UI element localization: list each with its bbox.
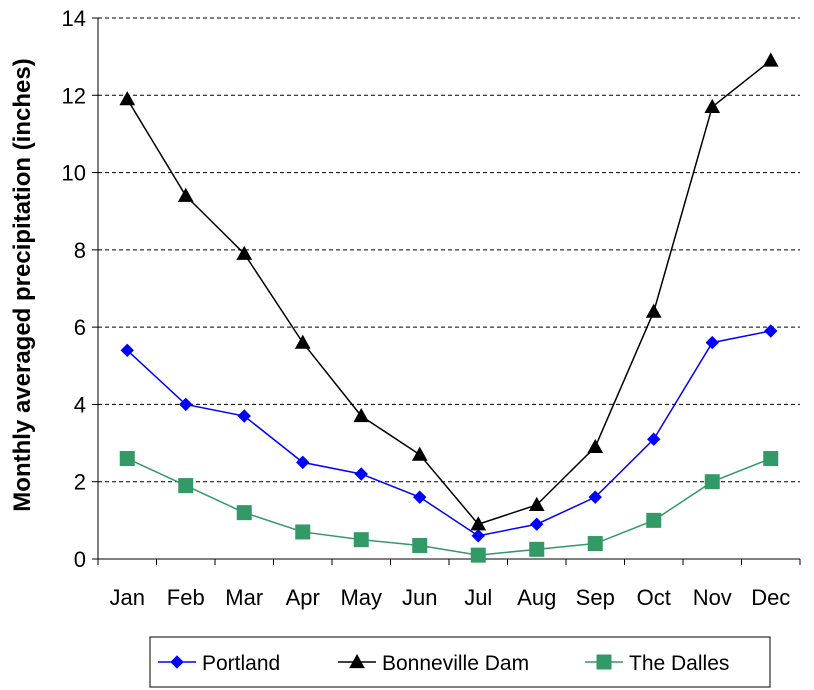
x-tick-label: Dec — [751, 585, 790, 610]
series-bonneville-dam — [119, 52, 779, 531]
x-tick-label: Oct — [637, 585, 671, 610]
data-point-bonneville-dam — [119, 91, 136, 106]
x-tick-label: Feb — [167, 585, 205, 610]
y-tick-label: 2 — [74, 470, 86, 495]
data-point-portland — [237, 409, 251, 423]
legend-item-portland: Portland — [158, 652, 280, 675]
data-point-portland — [296, 455, 310, 470]
data-point-portland — [471, 529, 485, 543]
series-line-portland — [126, 330, 771, 537]
data-point-portland — [647, 432, 661, 446]
data-point-the-dalles — [587, 536, 603, 552]
y-axis-title: Monthly averaged precipitation (inches) — [9, 58, 36, 511]
legend-items: Portland Bonneville Dam The Dalles — [158, 652, 729, 675]
legend-label: Portland — [202, 652, 280, 675]
data-point-portland — [354, 467, 368, 481]
y-tick-label: 4 — [74, 392, 86, 417]
data-point-bonneville-dam — [236, 245, 253, 260]
x-tick-label: Aug — [517, 585, 556, 610]
data-point-the-dalles — [295, 524, 311, 540]
data-point-the-dalles — [470, 547, 486, 563]
legend: Portland Bonneville Dam The Dalles — [149, 636, 771, 688]
axes — [92, 17, 801, 565]
y-tick-labels: 0 2 4 6 8 10 12 14 — [62, 6, 86, 572]
y-tick-label: 12 — [62, 83, 86, 108]
data-point-bonneville-dam — [704, 98, 721, 113]
series-portland — [120, 324, 778, 543]
data-point-the-dalles — [529, 541, 545, 557]
series-the-dalles — [119, 451, 779, 563]
legend-swatch-marker — [596, 654, 612, 670]
x-tick-labels: Jan Feb Mar Apr May Jun Jul Aug Sep Oct Nov Dec — [110, 585, 791, 610]
data-point-portland — [179, 397, 193, 412]
x-tick-label: Nov — [693, 585, 732, 610]
data-point-the-dalles — [178, 478, 194, 494]
y-tick-label: 6 — [74, 315, 86, 340]
legend-swatch-marker — [170, 655, 184, 669]
series-lines — [119, 52, 779, 563]
x-tick-label: Jan — [110, 585, 145, 610]
data-point-bonneville-dam — [470, 516, 487, 531]
x-tick-label: Mar — [225, 585, 263, 610]
y-tick-label: 14 — [62, 6, 86, 31]
gridlines — [98, 17, 800, 483]
data-point-portland — [705, 335, 719, 350]
data-point-bonneville-dam — [411, 446, 428, 461]
legend-label: The Dalles — [629, 652, 729, 675]
data-point-bonneville-dam — [587, 438, 604, 454]
series-line-the-dalles — [126, 457, 772, 556]
data-point-the-dalles — [763, 451, 779, 467]
data-point-bonneville-dam — [645, 303, 662, 318]
legend-box — [149, 636, 771, 688]
data-point-portland — [764, 324, 778, 338]
x-tick-label: Jun — [402, 585, 437, 610]
data-point-the-dalles — [353, 532, 369, 548]
legend-item-bonneville-dam: Bonneville Dam — [338, 652, 529, 675]
data-point-portland — [588, 490, 602, 504]
x-tick-label: Sep — [576, 585, 615, 610]
data-point-the-dalles — [119, 451, 135, 467]
y-tick-label: 10 — [62, 161, 86, 186]
y-tick-label: 8 — [74, 238, 86, 263]
data-point-the-dalles — [704, 474, 720, 490]
data-point-the-dalles — [412, 537, 428, 553]
legend-item-the-dalles: The Dalles — [585, 652, 729, 675]
x-tick-label: Apr — [286, 585, 320, 610]
legend-label: Bonneville Dam — [382, 652, 529, 675]
data-point-bonneville-dam — [762, 52, 779, 67]
data-point-portland — [120, 343, 134, 358]
data-point-bonneville-dam — [528, 496, 545, 511]
x-tick-label: Jul — [464, 585, 492, 610]
legend-swatch-marker — [349, 653, 365, 669]
data-point-portland — [413, 490, 427, 504]
data-point-bonneville-dam — [294, 334, 311, 349]
data-point-bonneville-dam — [177, 187, 194, 202]
series-line-bonneville-dam — [126, 59, 772, 526]
data-point-portland — [530, 517, 544, 531]
x-tick-label: May — [340, 585, 382, 610]
data-point-bonneville-dam — [353, 407, 370, 423]
y-tick-label: 0 — [74, 547, 86, 572]
data-point-the-dalles — [646, 512, 662, 528]
data-point-the-dalles — [236, 505, 252, 521]
